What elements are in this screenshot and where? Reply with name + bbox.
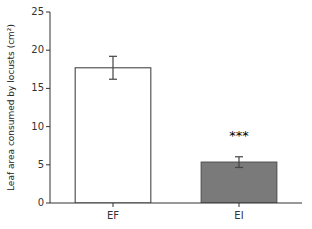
y-axis-label: Leaf area consumed by locusts (cm²)	[6, 24, 16, 191]
x-axis-line	[50, 203, 302, 204]
y-tick	[46, 88, 50, 89]
x-tick	[239, 203, 240, 207]
y-tick-label: 25	[31, 6, 44, 17]
x-tick	[113, 203, 114, 207]
y-tick-label: 15	[31, 82, 44, 93]
error-bar	[235, 157, 243, 168]
y-tick-label: 0	[38, 197, 44, 208]
x-tick-label: EF	[107, 210, 119, 221]
y-tick	[46, 12, 50, 13]
bar	[75, 68, 151, 203]
error-bar	[109, 56, 117, 79]
chart-container: 0 5 10 15 20 25 Leaf area consumed by locusts …	[0, 0, 312, 229]
chart: 0 5 10 15 20 25 Leaf area consumed by locusts …	[0, 0, 312, 229]
x-tick-label: EI	[234, 210, 243, 221]
y-tick	[46, 50, 50, 51]
y-tick	[46, 164, 50, 165]
annotation: ***	[229, 128, 249, 143]
y-axis: 0 5 10 15 20 25	[31, 6, 50, 208]
bar	[201, 162, 277, 203]
y-axis-line	[50, 12, 51, 203]
x-axis: EF EI	[50, 203, 302, 221]
y-tick	[46, 203, 50, 204]
plot-area	[75, 56, 277, 203]
y-tick	[46, 126, 50, 127]
y-tick-label: 10	[31, 121, 44, 132]
y-tick-label: 20	[31, 44, 44, 55]
y-tick-label: 5	[38, 159, 44, 170]
